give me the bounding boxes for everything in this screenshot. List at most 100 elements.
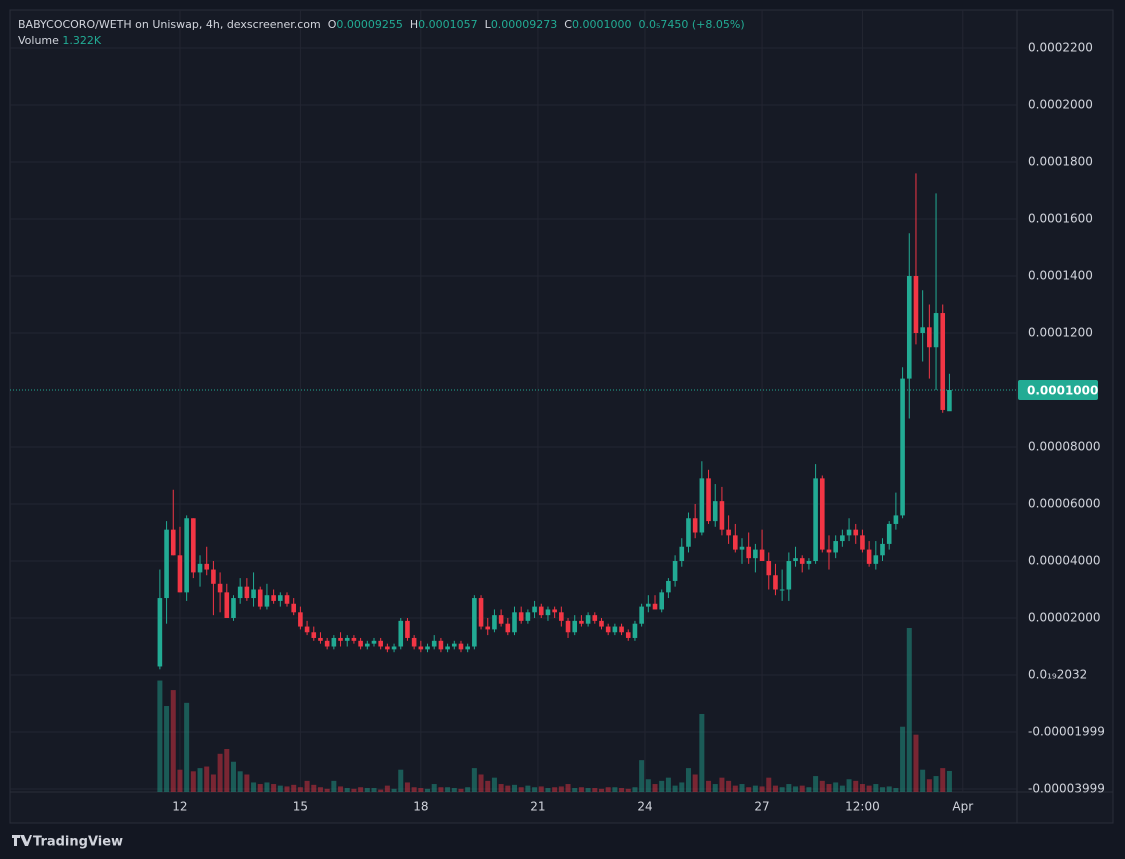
volume-value: 1.322K: [62, 34, 102, 47]
volume-bar: [317, 787, 323, 792]
volume-bar: [833, 782, 839, 792]
volume-bar: [277, 785, 283, 792]
volume-bar: [532, 787, 538, 792]
ohlc-value: 0.0001000: [571, 18, 632, 31]
candle-body: [666, 580, 671, 593]
candle-body: [298, 612, 303, 627]
volume-bar: [411, 787, 417, 792]
volume-bar: [164, 706, 170, 792]
candle-body: [505, 623, 511, 633]
candle-body: [191, 518, 196, 573]
candle-body: [525, 612, 531, 621]
volume-bar: [746, 787, 752, 792]
candle-body: [204, 563, 210, 570]
volume-bar: [210, 774, 216, 792]
candle-body: [344, 637, 350, 641]
candle-body: [231, 598, 236, 619]
volume-bar: [338, 786, 344, 792]
candle-body: [371, 640, 377, 644]
candle-body: [177, 555, 183, 593]
volume-bar: [706, 780, 712, 792]
candle-body: [746, 546, 751, 559]
candle-body: [813, 478, 818, 562]
volume-bar: [324, 788, 330, 792]
volume-bar: [585, 788, 591, 792]
volume-bar: [157, 680, 163, 792]
candle-body: [257, 589, 263, 607]
volume-bar: [799, 785, 805, 792]
volume-bar: [946, 770, 952, 792]
y-tick-label: 0.00004000: [1028, 554, 1101, 568]
ohlc-key: C: [564, 18, 572, 31]
candle-body: [612, 626, 618, 633]
volume-bar: [425, 788, 431, 792]
candle-body: [659, 592, 665, 610]
volume-bar: [512, 784, 518, 792]
candle-body: [927, 327, 932, 348]
volume-bar: [438, 787, 444, 792]
volume-bar: [184, 702, 190, 792]
volume-bar: [859, 784, 865, 792]
volume-bar: [284, 786, 290, 792]
candle-body: [458, 643, 464, 650]
candle-body: [545, 609, 551, 616]
volume-bar: [592, 788, 598, 792]
volume-bar: [465, 787, 471, 792]
y-tick-label: 0.0₁₉2032: [1028, 668, 1087, 682]
candle-body: [418, 646, 424, 650]
volume-bar: [351, 788, 357, 792]
volume-bar: [170, 690, 176, 792]
candle-body: [291, 603, 296, 613]
volume-bar: [652, 784, 658, 792]
volume-layer: [157, 628, 952, 792]
volume-bar: [177, 769, 183, 792]
candle-body: [438, 640, 444, 650]
candle-body: [886, 523, 892, 544]
last-price-label: 0.0001000: [1027, 383, 1098, 397]
candle-body: [538, 606, 544, 616]
candle-body: [451, 643, 457, 647]
volume-bar: [204, 766, 210, 792]
volume-bar: [398, 769, 404, 792]
candle-body: [311, 632, 317, 638]
candle-body: [599, 620, 604, 627]
candle-body: [625, 632, 631, 638]
volume-bar: [445, 787, 451, 792]
candle-body: [906, 275, 912, 379]
volume-bar: [826, 784, 832, 792]
candle-body: [405, 620, 410, 638]
candle-body: [826, 549, 832, 553]
candle-body: [244, 586, 250, 599]
candle-body: [619, 626, 624, 633]
y-tick-label: 0.0001600: [1028, 211, 1093, 225]
grid: [10, 10, 1017, 792]
volume-bar: [264, 782, 270, 792]
volume-bar: [880, 787, 886, 792]
y-tick-label: 0.0002000: [1028, 97, 1093, 111]
candle-body: [873, 555, 879, 564]
candle-body: [532, 606, 537, 613]
candle-body: [913, 275, 919, 333]
volume-bar: [358, 787, 364, 792]
candle-body: [431, 640, 437, 647]
candle-body: [579, 620, 584, 624]
candle-body: [164, 529, 169, 599]
ohlc-key: O: [327, 18, 337, 31]
volume-bar: [886, 786, 892, 792]
volume-bar: [672, 785, 678, 792]
candle-body: [358, 640, 363, 647]
y-tick-label: 0.00008000: [1028, 440, 1101, 454]
volume-bar: [491, 777, 497, 792]
candle-body: [585, 615, 591, 624]
volume-bar: [505, 785, 511, 792]
candle-body: [646, 603, 651, 607]
chart-frame: [9, 9, 1114, 824]
candle-body: [572, 620, 578, 633]
candle-body: [592, 615, 598, 621]
volume-bar: [732, 785, 738, 792]
volume-bar: [806, 787, 812, 792]
candle-body: [552, 609, 557, 613]
volume-bar: [639, 760, 645, 792]
ohlc: O0.00009255 H0.0001057 L0.00009273 C0.00010…: [321, 18, 639, 31]
candle-body: [739, 546, 745, 550]
